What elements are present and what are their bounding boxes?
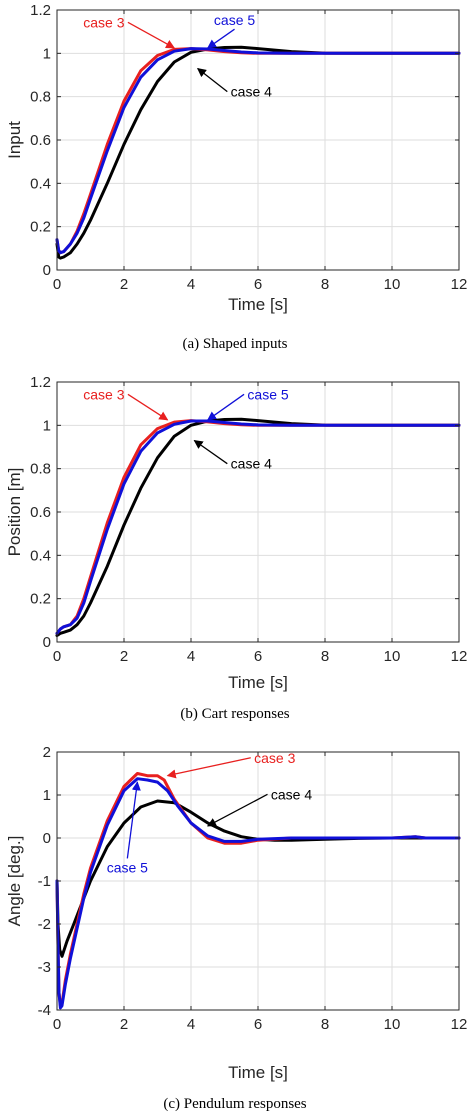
- annotation-label-case-5: case 5: [107, 859, 148, 875]
- y-tick-label: 0.2: [30, 219, 51, 236]
- y-tick-label: 1.2: [30, 374, 51, 391]
- x-tick-label: 12: [451, 1016, 468, 1033]
- annotation-label-case-3: case 3: [83, 14, 124, 30]
- x-tick-label: 8: [321, 648, 329, 665]
- x-tick-label: 4: [187, 1016, 195, 1033]
- y-tick-label: 0: [43, 830, 51, 847]
- x-tick-label: 2: [120, 276, 128, 293]
- x-tick-label: 6: [254, 648, 262, 665]
- y-axis-label: Position [m]: [5, 468, 24, 557]
- x-axis-label: Time [s]: [228, 1063, 288, 1082]
- annotation-arrow: [127, 21, 176, 49]
- annotation-arrow: [207, 393, 245, 421]
- x-tick-label: 0: [53, 1016, 61, 1033]
- y-tick-label: 0.2: [30, 591, 51, 608]
- y-tick-label: 0.4: [30, 547, 51, 564]
- y-tick-label: 1: [43, 45, 51, 62]
- annotation-arrow: [206, 793, 268, 827]
- y-axis-label: Input: [5, 121, 24, 159]
- annotation-label-case-5: case 5: [247, 386, 288, 402]
- x-tick-label: 6: [254, 1016, 262, 1033]
- y-tick-label: -4: [38, 1002, 51, 1019]
- annotation-label-case-4: case 4: [271, 786, 312, 802]
- x-tick-label: 10: [384, 648, 401, 665]
- figure-caption: (c) Pendulum responses: [163, 1096, 306, 1112]
- x-tick-label: 6: [254, 276, 262, 293]
- x-axis-label: Time [s]: [228, 295, 288, 314]
- annotation-arrow: [207, 28, 235, 49]
- y-tick-label: 0: [43, 634, 51, 651]
- x-tick-label: 4: [187, 648, 195, 665]
- y-tick-label: -1: [38, 873, 51, 890]
- annotation-label-case-4: case 4: [231, 456, 272, 472]
- x-tick-label: 12: [451, 276, 468, 293]
- x-tick-label: 10: [384, 1016, 401, 1033]
- y-tick-label: 1.2: [30, 2, 51, 19]
- annotation-arrow: [193, 439, 228, 465]
- x-tick-label: 12: [451, 648, 468, 665]
- x-tick-label: 10: [384, 276, 401, 293]
- annotation-label-case-3: case 3: [83, 386, 124, 402]
- shaped-inputs-chart: 0 2 4 6 8 10 12 0 0.2 0.4 0.6 0.8 1 1.2 Time [s] Input (…: [5, 2, 468, 352]
- annotation-arrow: [126, 781, 141, 859]
- annotation-label-case-4: case 4: [231, 84, 272, 100]
- figure-caption: (a) Shaped inputs: [183, 336, 288, 352]
- y-tick-label: 1: [43, 787, 51, 804]
- annotation-arrow: [166, 757, 251, 779]
- y-axis-label: Angle [deg.]: [5, 836, 24, 927]
- y-tick-label: 2: [43, 744, 51, 761]
- x-tick-label: 8: [321, 276, 329, 293]
- x-axis-label: Time [s]: [228, 673, 288, 692]
- y-tick-label: 0.4: [30, 175, 51, 192]
- y-tick-label: 0: [43, 262, 51, 279]
- series-line-case-5: [55, 47, 461, 255]
- x-tick-label: 2: [120, 648, 128, 665]
- annotation-label-case-3: case 3: [254, 750, 295, 766]
- y-tick-label: 0.8: [30, 89, 51, 106]
- annotation-arrow: [196, 67, 228, 93]
- x-tick-label: 0: [53, 276, 61, 293]
- x-tick-label: 0: [53, 648, 61, 665]
- y-tick-label: 0.6: [30, 504, 51, 521]
- annotation-label-case-5: case 5: [214, 12, 255, 28]
- x-tick-label: 2: [120, 1016, 128, 1033]
- y-tick-label: 1: [43, 417, 51, 434]
- x-tick-label: 4: [187, 276, 195, 293]
- y-tick-label: -3: [38, 959, 51, 976]
- y-tick-label: 0.8: [30, 461, 51, 478]
- annotation-arrow: [127, 393, 169, 421]
- x-tick-label: 8: [321, 1016, 329, 1033]
- y-tick-label: -2: [38, 916, 51, 933]
- figure-caption: (b) Cart responses: [180, 706, 289, 722]
- series-line-case-5: [55, 419, 461, 635]
- cart-responses-chart: 0 2 4 6 8 10 12 0 0.2 0.4 0.6 0.8 1 1.2 Time [s] Positi…: [5, 374, 468, 722]
- series-line-case-5: [55, 777, 461, 1010]
- y-tick-label: 0.6: [30, 132, 51, 149]
